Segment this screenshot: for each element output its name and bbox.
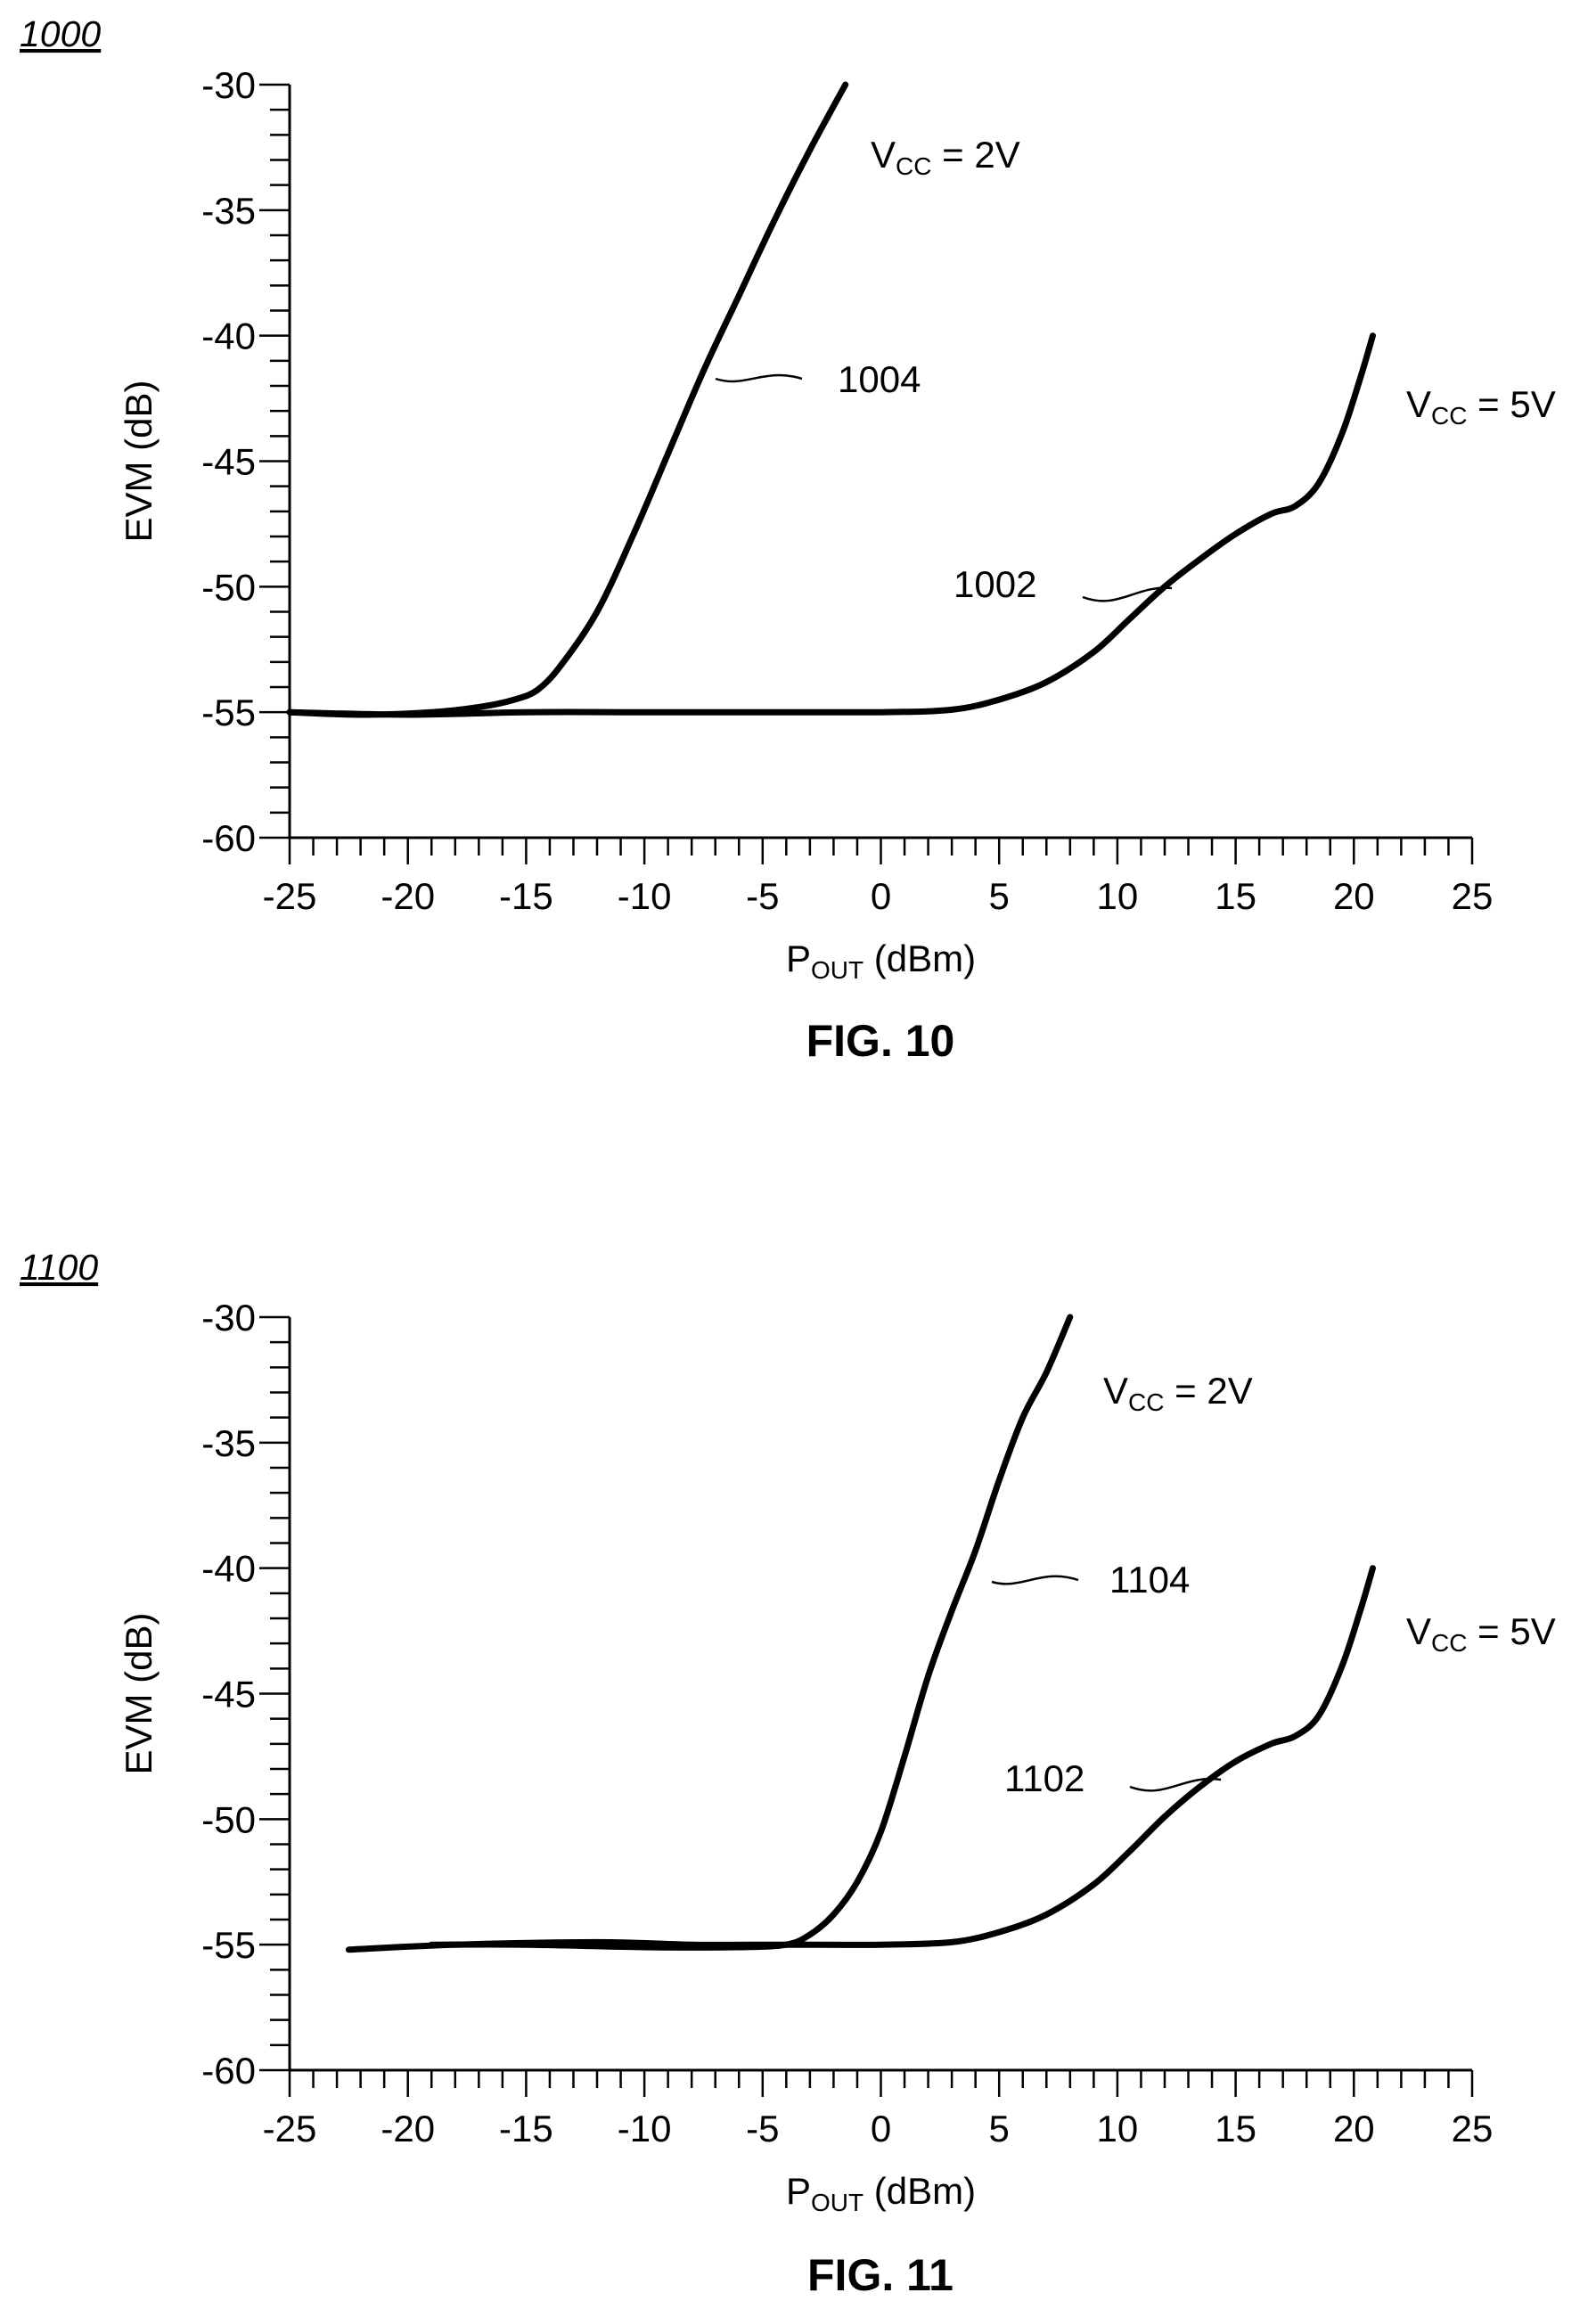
- vcc-label-main: V: [871, 134, 896, 176]
- x-axis-title-subscript: OUT: [811, 2189, 863, 2216]
- y-tick-label: -45: [201, 1674, 256, 1715]
- vcc-label-value: = 2V: [1164, 1370, 1252, 1412]
- y-tick-label: -55: [201, 692, 256, 733]
- callout-leader-line: [1129, 1777, 1222, 1792]
- series-callout-1004: 1004: [838, 358, 921, 400]
- x-tick-label: 15: [1215, 2108, 1256, 2149]
- vcc-label: VCC = 2V: [871, 134, 1020, 180]
- y-tick-label: -50: [201, 1798, 256, 1840]
- series-callout-1104: 1104: [1109, 1559, 1190, 1601]
- x-tick-label: 10: [1097, 875, 1139, 917]
- callout-leader-line: [991, 1575, 1079, 1585]
- vcc-label-main: V: [1103, 1370, 1128, 1412]
- x-tick-label: 25: [1452, 2108, 1494, 2149]
- x-tick-label: 10: [1097, 2108, 1139, 2149]
- x-tick-label: 5: [989, 2108, 1010, 2149]
- x-tick-label: 20: [1333, 2108, 1375, 2149]
- series-curve-1104: [428, 1314, 1074, 1951]
- series-curve-1002: [286, 332, 1376, 718]
- y-tick-label: -55: [201, 1924, 256, 1966]
- x-tick-label: -10: [618, 2108, 672, 2149]
- x-tick-label: -15: [499, 2108, 553, 2149]
- x-tick-label: 0: [871, 875, 891, 917]
- vcc-label-main: V: [1406, 1610, 1431, 1652]
- figure-reference-number: 1000: [20, 13, 101, 54]
- x-tick-label: 5: [989, 875, 1010, 917]
- y-tick-label: -60: [201, 817, 256, 859]
- y-tick-label: -30: [201, 64, 256, 106]
- x-tick-label: -25: [263, 875, 317, 917]
- vcc-label: VCC = 5V: [1406, 383, 1556, 430]
- series-callout-1002: 1002: [954, 563, 1036, 605]
- x-tick-label: -25: [263, 2108, 317, 2149]
- x-axis-title: POUT (dBm): [786, 2170, 976, 2216]
- vcc-label-value: = 2V: [931, 134, 1019, 176]
- figure-caption: FIG. 11: [807, 2250, 954, 2300]
- vcc-label-main: V: [1406, 383, 1431, 425]
- vcc-label-subscript: CC: [1431, 402, 1467, 430]
- y-tick-label: -35: [201, 190, 256, 232]
- x-axis-title: POUT (dBm): [786, 938, 976, 984]
- y-tick-label: -40: [201, 315, 256, 357]
- figure-11-chart: 1100-30-35-40-45-50-55-60-25 -20 -15 -10 -5 0…: [20, 1247, 1556, 2300]
- y-axis-title: EVM (dB): [118, 1612, 160, 1774]
- vcc-label-subscript: CC: [896, 152, 931, 180]
- vcc-label-subscript: CC: [1431, 1629, 1467, 1657]
- y-tick-label: -50: [201, 566, 256, 608]
- x-axis-title-main: P: [786, 938, 811, 979]
- figure-10-chart: 1000-30-35-40-45-50-55-60-25 -20 -15 -10 -5 0…: [20, 13, 1556, 1066]
- y-axis-title: EVM (dB): [118, 380, 160, 542]
- x-tick-label: -5: [746, 875, 779, 917]
- vcc-label-subscript: CC: [1128, 1388, 1164, 1416]
- x-tick-label: -5: [746, 2108, 779, 2149]
- x-tick-label: 15: [1215, 875, 1256, 917]
- x-axis-title-subscript: OUT: [811, 956, 863, 984]
- x-tick-label: -15: [499, 875, 553, 917]
- x-tick-label: -20: [381, 2108, 435, 2149]
- x-tick-label: 20: [1333, 875, 1375, 917]
- callout-leader-line: [1082, 586, 1173, 602]
- y-tick-label: -30: [201, 1297, 256, 1339]
- y-tick-label: -40: [201, 1548, 256, 1590]
- figure-reference-number: 1100: [20, 1247, 98, 1288]
- vcc-label-value: = 5V: [1467, 383, 1555, 425]
- figure-caption: FIG. 10: [806, 1016, 955, 1066]
- x-tick-label: -10: [618, 875, 672, 917]
- x-axis-title-unit: (dBm): [863, 2170, 976, 2212]
- series-curve-1102: [345, 1565, 1376, 1953]
- y-tick-label: -35: [201, 1422, 256, 1464]
- x-tick-label: 0: [871, 2108, 891, 2149]
- y-tick-label: -60: [201, 2050, 256, 2092]
- callout-leader-line: [715, 373, 803, 383]
- y-tick-label: -45: [201, 441, 256, 483]
- series-curve-1004: [286, 81, 849, 718]
- vcc-label: VCC = 2V: [1103, 1370, 1253, 1416]
- x-axis-title-main: P: [786, 2170, 811, 2212]
- x-tick-label: -20: [381, 875, 435, 917]
- vcc-label-value: = 5V: [1467, 1610, 1555, 1652]
- x-axis-title-unit: (dBm): [863, 938, 976, 979]
- vcc-label: VCC = 5V: [1406, 1610, 1556, 1657]
- series-callout-1102: 1102: [1004, 1757, 1084, 1799]
- x-tick-label: 25: [1452, 875, 1494, 917]
